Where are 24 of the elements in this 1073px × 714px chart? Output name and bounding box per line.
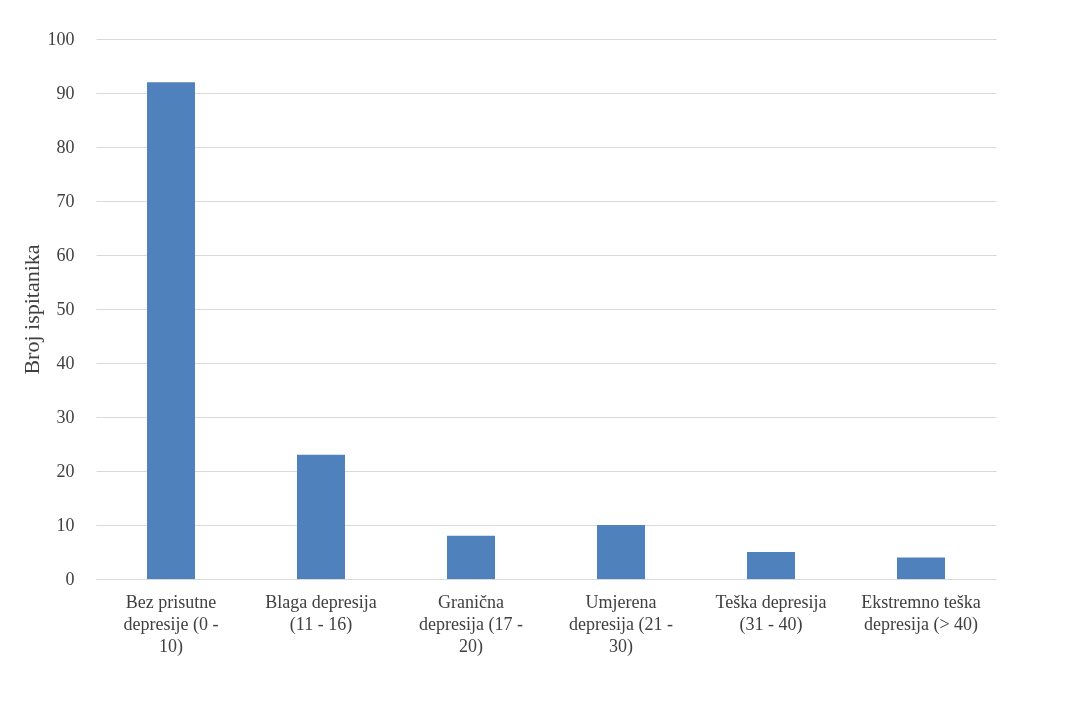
y-tick-label: 90 <box>56 82 75 103</box>
y-tick-label: 50 <box>56 298 75 319</box>
x-tick-label: Teška depresija (31 - 40) <box>715 591 827 635</box>
bar <box>297 454 345 579</box>
y-tick-label: 60 <box>56 244 75 265</box>
y-tick-label: 40 <box>56 352 75 373</box>
x-tick-label: Blaga depresija (11 - 16) <box>265 591 377 635</box>
x-tick-label: Ekstremno teška depresija (> 40) <box>861 591 981 635</box>
bar <box>897 557 945 579</box>
y-tick-label: 100 <box>47 28 75 49</box>
x-tick-label: Granična depresija (17 - 20) <box>419 591 523 657</box>
bar <box>147 82 195 579</box>
y-tick-label: 30 <box>56 406 75 427</box>
x-tick-label: Umjerena depresija (21 - 30) <box>569 591 673 657</box>
y-tick-label: 10 <box>56 514 75 535</box>
y-axis-title: Broj ispitanika <box>18 244 44 375</box>
bar <box>747 552 795 579</box>
bar <box>597 525 645 579</box>
y-tick-label: 80 <box>56 136 75 157</box>
y-tick-label: 0 <box>65 568 75 589</box>
x-tick-label: Bez prisutne depresije (0 - 10) <box>123 591 219 657</box>
bar <box>447 535 495 579</box>
y-tick-label: 70 <box>56 190 75 211</box>
y-tick-label: 20 <box>56 460 75 481</box>
